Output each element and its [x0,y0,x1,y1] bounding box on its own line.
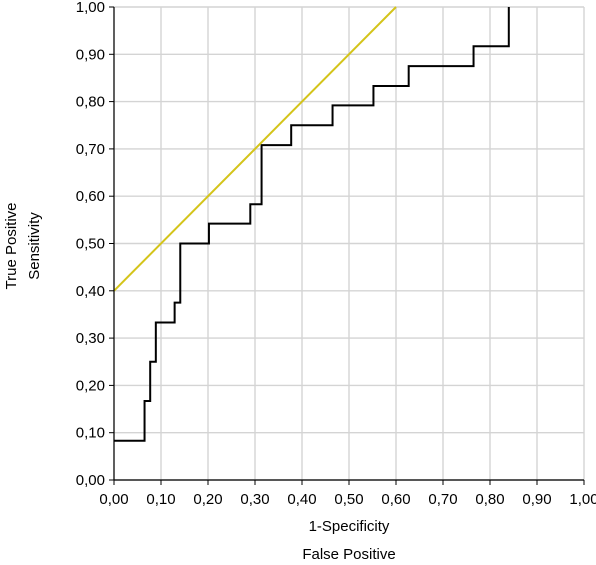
plot-series [113,6,510,442]
y-tick-label: 0,40 [76,283,105,300]
x-tick-label: 0,80 [475,491,504,508]
x-axis-title-line-1: 1-Specificity [309,518,390,535]
x-tick-label: 0,50 [334,491,363,508]
x-tick-label: 0,90 [522,491,551,508]
reference-line [113,6,397,292]
x-tick-label: 0,70 [428,491,457,508]
roc-curve-line [114,7,510,442]
y-axis-title-line-1: True Positive [3,203,20,290]
y-tick-label: 1,00 [76,0,105,16]
y-axis-title-line-2: Sensitivity [26,212,43,280]
x-tick-label: 0,00 [99,491,128,508]
y-tick-label: 0,30 [76,330,105,347]
x-axis-title-line-2: False Positive [302,546,395,563]
y-tick-label: 0,50 [76,236,105,253]
x-tick-label: 0,60 [381,491,410,508]
y-tick-label: 0,20 [76,377,105,394]
y-tick-label: 0,80 [76,94,105,111]
y-tick-label: 0,00 [76,472,105,489]
x-tick-label: 1,00 [569,491,596,508]
x-tick-label: 0,10 [146,491,175,508]
x-tick-label: 0,30 [240,491,269,508]
y-tick-label: 0,60 [76,188,105,205]
y-tick-label: 0,90 [76,46,105,63]
y-tick-label: 0,10 [76,425,105,442]
y-tick-label: 0,70 [76,141,105,158]
x-tick-labels: 0,00 0,10 0,20 0,30 0,40 0,50 0,60 0,70 0,80 0,90… [99,480,596,508]
y-tick-labels: 0,00 0,10 0,20 0,30 0,40 0,50 0,60 0,70 0,80 0,90… [76,0,114,489]
x-tick-label: 0,20 [193,491,222,508]
x-tick-label: 0,40 [287,491,316,508]
